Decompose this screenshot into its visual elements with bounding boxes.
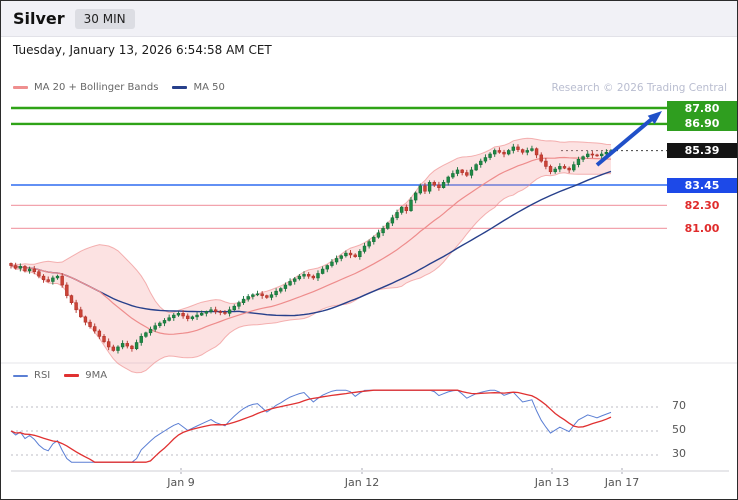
ma50-swatch-icon: [172, 86, 188, 89]
rsi-legend: RSI 9MA: [13, 370, 115, 381]
x-axis-label-jan9: Jan 9: [167, 476, 195, 489]
9ma-swatch-icon: [64, 374, 80, 377]
instrument-title: Silver: [13, 9, 65, 28]
watermark: Research © 2026 Trading Central: [551, 82, 728, 94]
x-axis-label-jan17: Jan 17: [604, 476, 640, 489]
level-label-83-45: 83.45: [667, 177, 737, 193]
rsi-scale-50: 50: [672, 423, 686, 436]
rsi-swatch-icon: [13, 374, 28, 377]
timeframe-badge: 30 MIN: [74, 8, 135, 29]
header-bar: Silver 30 MIN: [1, 1, 737, 37]
last-price-label: 85.39: [667, 143, 737, 159]
main-legend: MA 20 + Bollinger Bands MA 50: [13, 82, 233, 93]
x-axis-label-jan13: Jan 13: [534, 476, 570, 489]
ma50-legend-label: MA 50: [193, 82, 225, 93]
rsi-scale-70: 70: [672, 399, 686, 412]
level-label-82-30: 82.30: [684, 198, 720, 212]
level-label-86-90: 86.90: [667, 116, 737, 132]
timestamp: Tuesday, January 13, 2026 6:54:58 AM CET: [13, 43, 272, 57]
level-label-81-00: 81.00: [684, 221, 720, 235]
x-axis-label-jan12: Jan 12: [344, 476, 380, 489]
rsi-legend-label: RSI: [34, 370, 51, 381]
9ma-legend-label: 9MA: [85, 370, 108, 381]
ma20-legend-label: MA 20 + Bollinger Bands: [34, 82, 159, 93]
ma20-swatch-icon: [13, 86, 28, 89]
level-label-87-80: 87.80: [667, 100, 737, 116]
rsi-scale-30: 30: [672, 447, 686, 460]
